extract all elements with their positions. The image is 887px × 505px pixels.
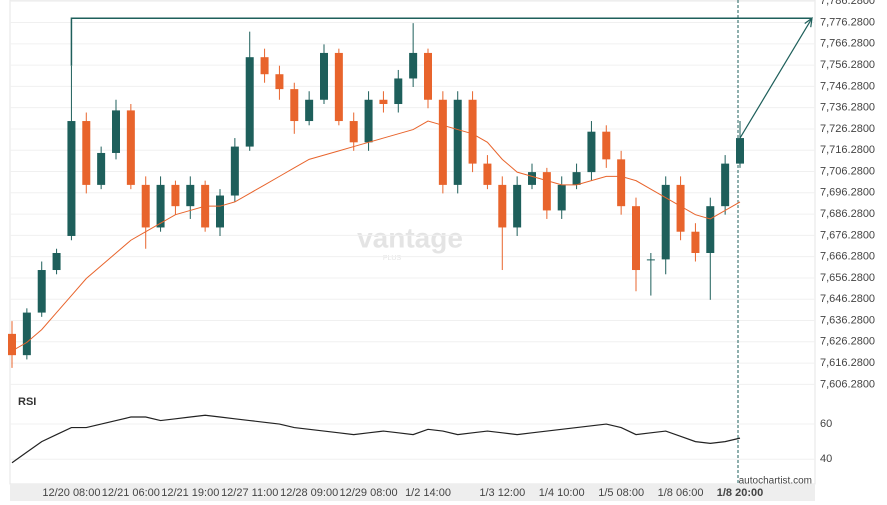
candle-body <box>528 172 536 185</box>
candle-body <box>126 110 135 185</box>
candle-body <box>171 184 180 207</box>
candle-body <box>557 184 566 211</box>
y-tick-label: 7,616.2800 <box>820 357 875 369</box>
candle-body <box>721 163 730 207</box>
y-tick-label: 7,776.2800 <box>820 16 875 28</box>
candle-body <box>498 184 507 228</box>
rsi-tick-label: 40 <box>820 453 832 465</box>
y-tick-label: 7,636.2800 <box>820 314 875 326</box>
rsi-line <box>11 414 741 464</box>
source: autochartist.com <box>739 476 812 487</box>
projection-arrow <box>739 17 813 139</box>
y-tick-label: 7,666.2800 <box>820 251 875 263</box>
candle-body <box>216 195 224 228</box>
candle-body <box>453 99 462 185</box>
candle-body <box>513 184 522 228</box>
candle-body <box>334 52 343 122</box>
y-tick-label: 7,696.2800 <box>820 187 875 199</box>
candle-body <box>706 206 715 253</box>
candle-body <box>364 99 373 143</box>
x-axis-bar <box>10 484 815 501</box>
candle-body <box>632 206 640 271</box>
y-tick-label: 7,786.2800 <box>820 0 875 7</box>
candle-body <box>379 99 388 105</box>
candle-body <box>542 172 551 211</box>
y-tick-label: 7,646.2800 <box>820 293 875 305</box>
y-tick-label: 7,606.2800 <box>820 378 875 390</box>
x-tick-label: 1/8 20:00 <box>717 487 763 499</box>
watermark-sub: PLUS <box>383 255 402 262</box>
candle-body <box>305 99 314 122</box>
arrow-head <box>804 16 813 28</box>
candle-body <box>8 333 16 356</box>
candle-body <box>97 152 106 185</box>
candle-body <box>349 121 358 143</box>
x-tick-label: 12/21 06:00 <box>102 487 160 499</box>
y-tick-label: 7,756.2800 <box>820 59 875 71</box>
candle-body <box>290 89 299 122</box>
candle-body <box>602 131 611 160</box>
x-tick-label: 12/21 19:00 <box>161 487 219 499</box>
y-tick-label: 7,656.2800 <box>820 272 875 284</box>
x-tick-label: 12/29 08:00 <box>340 487 398 499</box>
candle-body <box>320 52 328 100</box>
candle-body <box>275 74 284 90</box>
candle-body <box>409 52 418 79</box>
rsi-tick-label: 60 <box>820 418 832 430</box>
candle-body <box>245 57 254 147</box>
y-tick-label: 7,766.2800 <box>820 38 875 50</box>
candle-body <box>156 184 165 228</box>
x-tick-label: 12/27 11:00 <box>221 487 278 499</box>
candle-body <box>424 52 432 100</box>
moving-average <box>11 120 741 352</box>
y-tick-label: 7,736.2800 <box>820 102 875 114</box>
x-tick-label: 1/4 10:00 <box>539 487 585 499</box>
candle-body <box>394 78 403 105</box>
candle-body <box>483 163 492 185</box>
x-tick-label: 1/8 06:00 <box>658 487 704 499</box>
candle-body <box>736 138 744 164</box>
candle-body <box>141 184 150 228</box>
candle-body <box>676 184 685 232</box>
candle-body <box>186 184 195 207</box>
y-tick-label: 7,726.2800 <box>820 123 875 135</box>
candle-body <box>646 259 655 261</box>
x-tick-label: 1/5 08:00 <box>598 487 644 499</box>
candle-body <box>572 172 581 185</box>
y-tick-label: 7,686.2800 <box>820 208 875 220</box>
x-tick-label: 12/28 09:00 <box>280 487 338 499</box>
y-tick-label: 7,746.2800 <box>820 80 875 92</box>
x-tick-label: 12/20 08:00 <box>42 487 100 499</box>
candle-body <box>438 99 447 185</box>
candle-body <box>468 99 477 164</box>
candle-body <box>691 231 700 253</box>
candle-body <box>22 312 31 356</box>
candle-body <box>617 159 626 207</box>
y-tick-label: 7,626.2800 <box>820 336 875 348</box>
y-tick-label: 7,706.2800 <box>820 165 875 177</box>
candle-body <box>37 270 46 313</box>
candle-body <box>230 146 239 196</box>
candle-body <box>661 184 670 260</box>
watermark: vantage <box>357 222 463 253</box>
y-tick-label: 7,716.2800 <box>820 144 875 156</box>
candle-body <box>112 110 120 153</box>
candle-body <box>67 121 76 236</box>
candle-body <box>587 131 596 173</box>
x-tick-label: 1/3 12:00 <box>479 487 525 499</box>
indicator-label: RSI <box>18 396 36 408</box>
y-tick-label: 7,676.2800 <box>820 229 875 241</box>
candle-body <box>260 57 269 75</box>
candle-body <box>82 121 91 185</box>
x-tick-label: 1/2 14:00 <box>405 487 451 499</box>
candle-body <box>52 252 61 271</box>
resistance-line <box>70 17 812 66</box>
